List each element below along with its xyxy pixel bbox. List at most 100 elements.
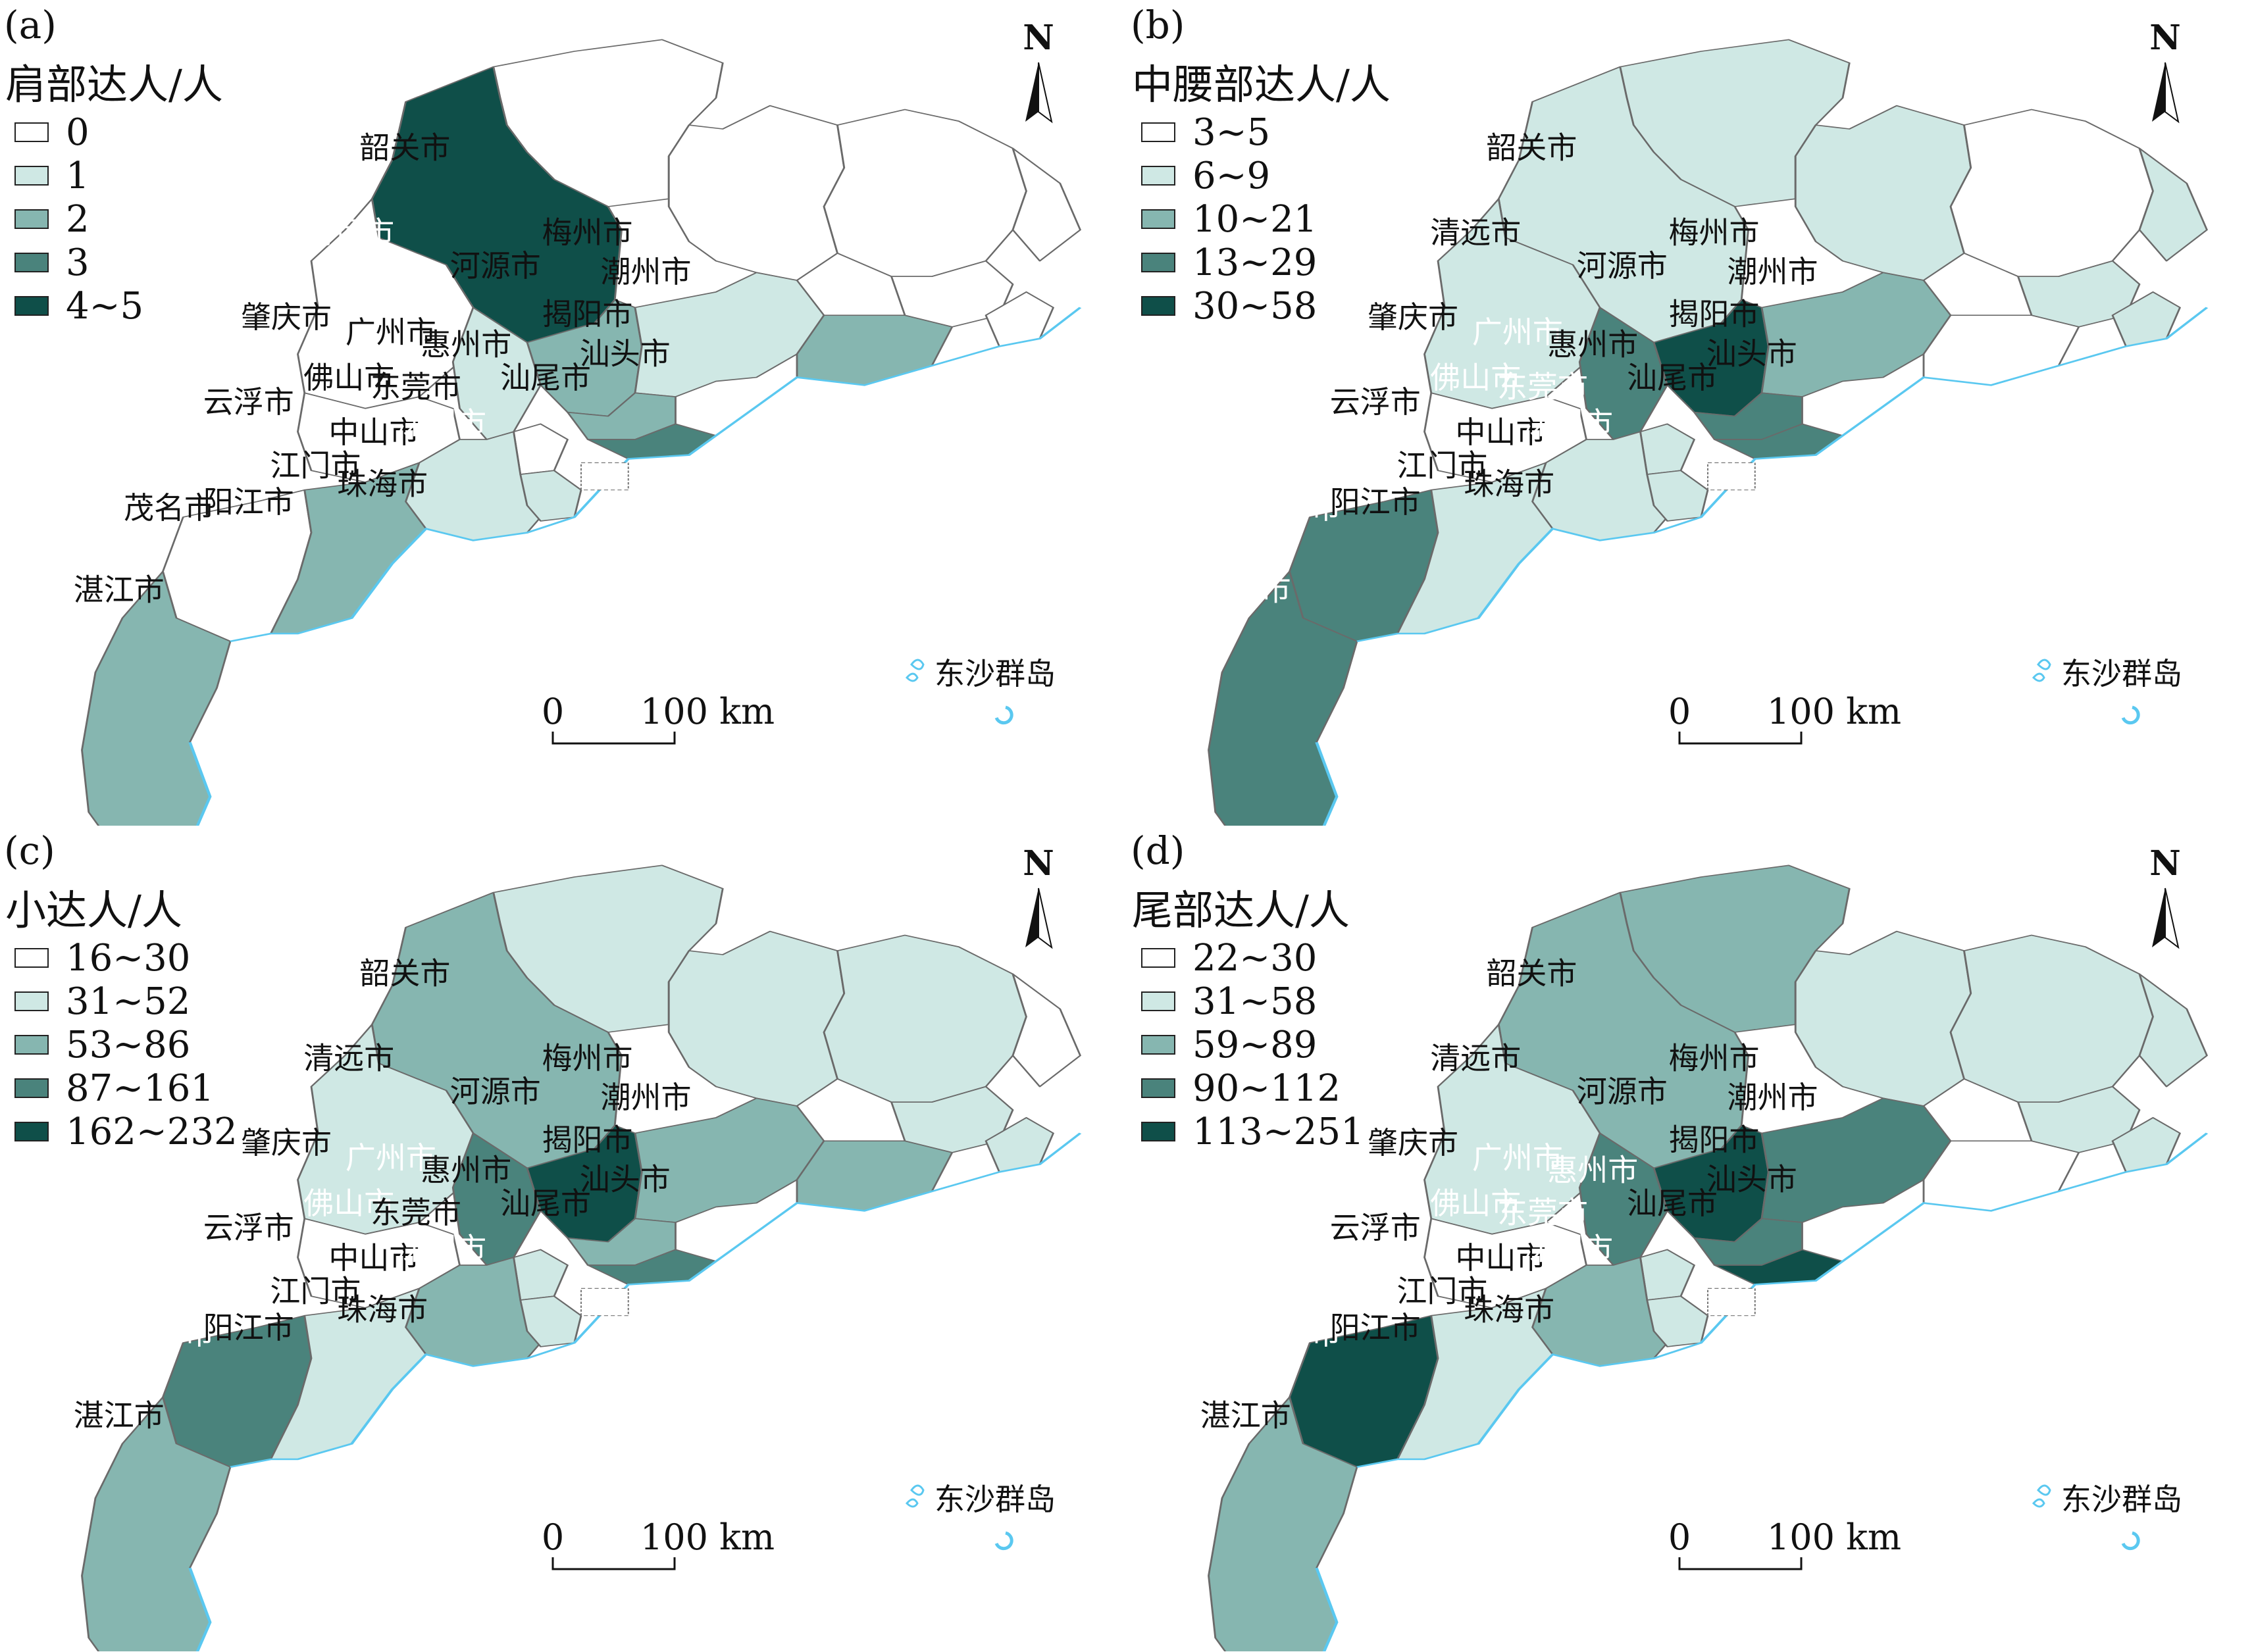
north-arrow: N: [2149, 18, 2181, 124]
north-label: N: [2149, 843, 2181, 884]
dongsha-islands: 东沙群岛: [2032, 1482, 2182, 1551]
city-label-zhongshan: 中山市: [328, 1240, 419, 1276]
city-label-heyuan: 河源市: [450, 1074, 541, 1109]
legend-swatch: [1141, 1122, 1175, 1141]
legend: 0 1 2 3 4~5: [14, 111, 143, 328]
legend: 16~30 31~52 53~86 87~161 162~232: [14, 936, 238, 1153]
city-label-yangjiang: 阳江市: [203, 1310, 294, 1345]
city-label-zhongshan: 中山市: [1455, 1240, 1546, 1276]
city-label-qingyuan: 清远市: [1430, 1040, 1521, 1076]
legend-swatch: [14, 166, 49, 186]
city-label-zhaoqing: 肇庆市: [241, 299, 332, 335]
legend-item: 6~9: [1141, 154, 1317, 197]
region-shanwei: [1922, 1140, 2080, 1212]
legend-label: 3~5: [1192, 111, 1271, 154]
region-meizhou: [1949, 934, 2154, 1103]
city-label-jiangmen: 江门市: [1396, 448, 1487, 484]
legend-swatch: [14, 1122, 49, 1141]
city-label-chaozhou: 潮州市: [1727, 254, 1818, 289]
city-label-chaozhou: 潮州市: [600, 254, 691, 289]
city-label-shenzhen: 深圳市: [1522, 1231, 1613, 1266]
legend-title: 中腰部达人/人: [1132, 61, 1391, 109]
city-label-qingyuan: 清远市: [303, 214, 394, 250]
map-panel-b: 韶关市 清远市 河源市 梅州市 潮州市 肇庆市 广州市 惠州市 揭阳市 汕头市 佛山市 东莞市 汕尾市云…: [1127, 0, 2253, 826]
city-label-guangzhou: 广州市: [1472, 314, 1563, 350]
legend-item: 31~52: [14, 980, 238, 1023]
legend-label: 30~58: [1192, 284, 1318, 328]
city-label-chaozhou: 潮州市: [1727, 1080, 1818, 1115]
city-label-zhaoqing: 肇庆市: [241, 1125, 332, 1161]
legend-label: 31~52: [66, 980, 191, 1023]
city-label-shaoguan: 韶关市: [1486, 130, 1577, 165]
city-label-huizhou: 惠州市: [421, 327, 511, 363]
legend-label: 2: [66, 197, 90, 241]
city-label-zhaoqing: 肇庆市: [1368, 1125, 1458, 1161]
city-label-heyuan: 河源市: [1577, 1074, 1668, 1109]
legend-item: 53~86: [14, 1023, 238, 1066]
city-label-dongguan: 东莞市: [371, 1195, 461, 1230]
city-label-zhanjiang: 湛江市: [74, 572, 165, 607]
city-label-shantou: 汕头市: [1706, 336, 1797, 371]
scale-distance: 100 km: [640, 1516, 775, 1558]
region-meizhou: [823, 109, 1027, 278]
legend-swatch: [14, 253, 49, 272]
legend-label: 13~29: [1192, 241, 1318, 284]
island-label: 东沙群岛: [2061, 1482, 2182, 1517]
city-label-foshan: 佛山市: [1430, 360, 1521, 395]
legend-swatch: [14, 991, 49, 1011]
city-label-jiangmen: 江门市: [1396, 1274, 1487, 1309]
legend-item: 162~232: [14, 1110, 238, 1153]
legend-swatch: [1141, 253, 1175, 272]
map-panel-d: 韶关市 清远市 河源市 梅州市 潮州市 肇庆市 广州市 惠州市 揭阳市 汕头市 佛山市 东莞市 汕尾市云…: [1127, 826, 2253, 1651]
region-heyuan: [1794, 105, 1972, 281]
city-label-yangjiang: 阳江市: [1330, 484, 1421, 520]
north-arrow: N: [2149, 843, 2181, 949]
legend-swatch: [1141, 209, 1175, 229]
legend-label: 16~30: [66, 936, 191, 980]
legend-label: 90~112: [1192, 1066, 1341, 1110]
legend-item: 4~5: [14, 284, 143, 328]
city-label-yunfu: 云浮市: [1330, 384, 1421, 420]
city-label-maoming: 茂名市: [124, 490, 215, 526]
scale-zero: 0: [542, 691, 564, 732]
legend-item: 59~89: [1141, 1023, 1364, 1066]
legend-item: 1: [14, 154, 143, 197]
city-label-jieyang: 揭阳市: [1669, 297, 1760, 332]
north-label: N: [1023, 843, 1054, 884]
hk-area: [580, 1288, 629, 1316]
scale-zero: 0: [1668, 1516, 1691, 1558]
legend-swatch: [1141, 1078, 1175, 1098]
city-label-shenzhen: 深圳市: [1522, 405, 1613, 441]
city-label-shaoguan: 韶关市: [1486, 955, 1577, 991]
city-label-chaozhou: 潮州市: [600, 1080, 691, 1115]
scale-distance: 100 km: [1767, 691, 1901, 732]
city-label-zhongshan: 中山市: [1455, 414, 1546, 450]
north-arrow: N: [1023, 843, 1054, 949]
city-label-meizhou: 梅州市: [1669, 214, 1760, 250]
legend-swatch: [1141, 122, 1175, 142]
city-label-meizhou: 梅州市: [542, 1040, 633, 1076]
city-label-guangzhou: 广州市: [346, 314, 436, 350]
city-label-jieyang: 揭阳市: [542, 1122, 633, 1158]
region-zhongshan: [513, 1249, 569, 1301]
legend-item: 3: [14, 241, 143, 284]
city-label-jiangmen: 江门市: [270, 1274, 361, 1309]
city-label-shanwei: 汕尾市: [1627, 360, 1718, 395]
city-label-shanwei: 汕尾市: [500, 360, 591, 395]
legend-item: 30~58: [1141, 284, 1317, 328]
legend-title: 肩部达人/人: [5, 61, 223, 109]
island-label: 东沙群岛: [935, 656, 1056, 691]
city-label-jieyang: 揭阳市: [1669, 1122, 1760, 1158]
legend-item: 10~21: [1141, 197, 1317, 241]
legend-item: 3~5: [1141, 111, 1317, 154]
city-label-yangjiang: 阳江市: [203, 484, 294, 520]
city-label-guangzhou: 广州市: [346, 1140, 436, 1176]
city-label-shantou: 汕头市: [1706, 1161, 1797, 1197]
city-label-foshan: 佛山市: [303, 1186, 394, 1221]
legend: 3~5 6~9 10~21 13~29 30~58: [1141, 111, 1317, 328]
legend-swatch: [1141, 991, 1175, 1011]
city-label-foshan: 佛山市: [303, 360, 394, 395]
